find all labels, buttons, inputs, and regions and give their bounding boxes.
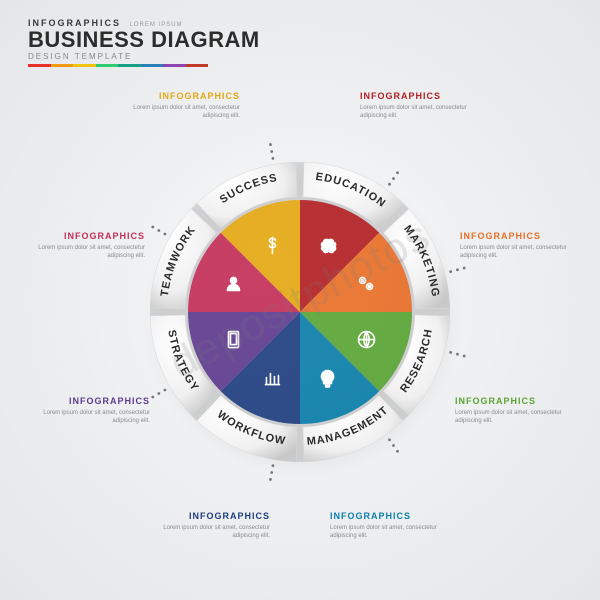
leader-dots-7 <box>0 0 600 600</box>
